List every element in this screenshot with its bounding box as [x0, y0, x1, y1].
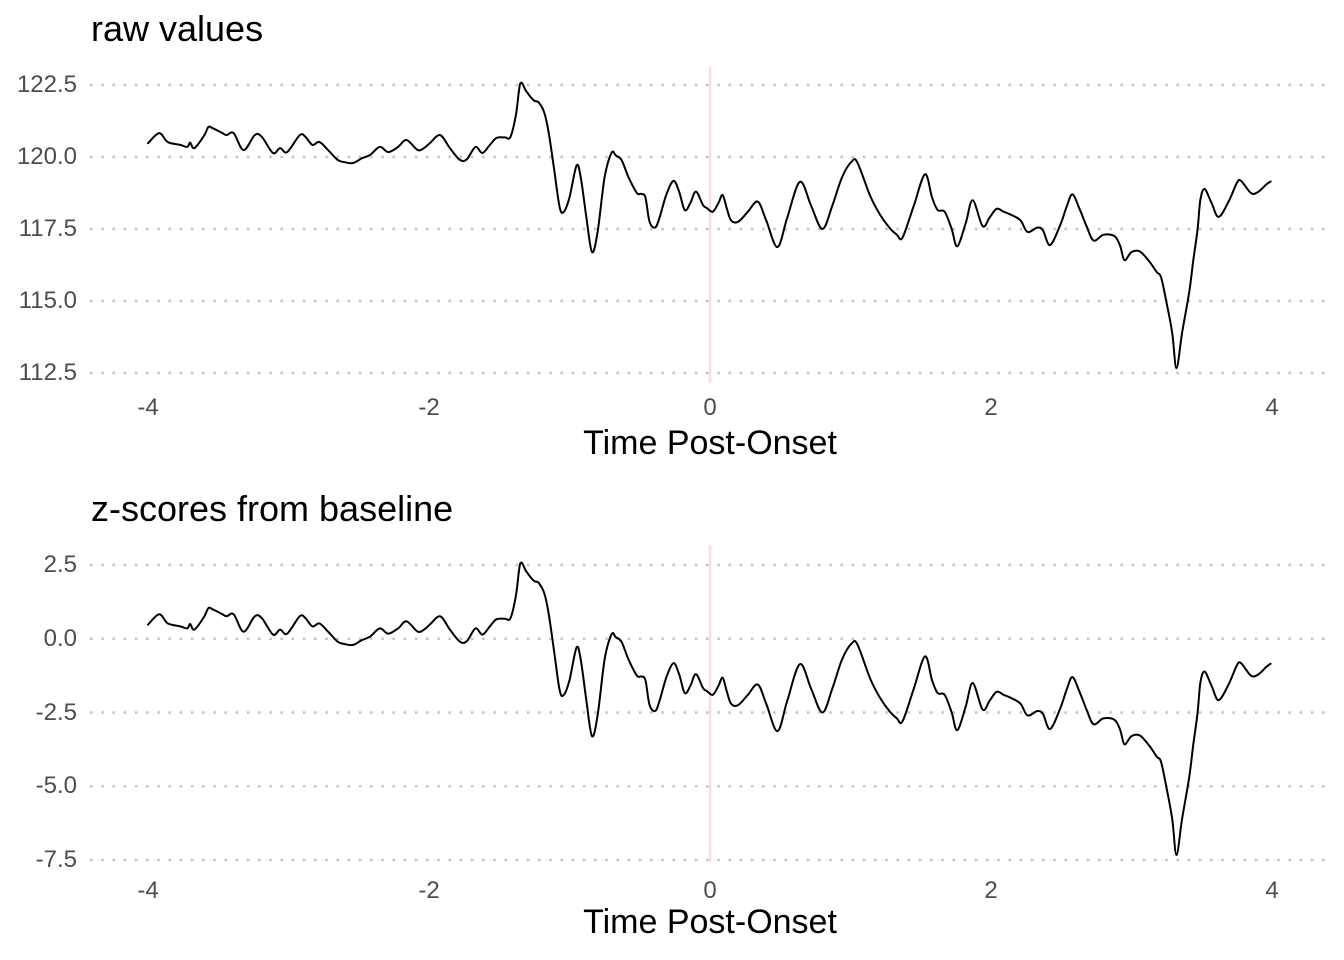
x-tick-label: -4 — [137, 877, 159, 904]
raw-values-plot-canvas — [90, 67, 1332, 383]
series-line — [147, 81, 1272, 370]
y-tick-label: 117.5 — [18, 215, 77, 242]
chart-z-scores: z-scores from baseline 2.5 0.0 -2.5 -5.0 -7.… — [0, 480, 1344, 960]
y-tick-label: 2.5 — [43, 551, 77, 578]
chart-title-z-scores: z-scores from baseline — [91, 488, 454, 529]
y-tick-label: 112.5 — [18, 359, 77, 386]
x-tick-label: -2 — [418, 877, 440, 904]
x-tick-label: 2 — [984, 877, 998, 904]
x-tick-label: 0 — [703, 877, 717, 904]
x-tick-label: 4 — [1265, 394, 1279, 421]
z-scores-x-axis-title: Time Post-Onset — [583, 903, 837, 941]
chart-raw-values: raw values 122.5 120.0 117.5 115.0 112.5 -4 -… — [16, 8, 1332, 462]
chart-title-raw-values: raw values — [91, 8, 264, 49]
z-scores-plot-canvas — [90, 545, 1332, 862]
y-tick-label: -2.5 — [35, 698, 77, 726]
y-tick-label: -5.0 — [35, 772, 77, 800]
y-tick-label: 0.0 — [43, 624, 77, 652]
series-line — [147, 561, 1272, 856]
x-tick-label: 4 — [1265, 877, 1279, 904]
x-tick-label: 0 — [703, 394, 717, 421]
x-tick-label: -2 — [418, 394, 440, 421]
raw-values-x-axis-title: Time Post-Onset — [583, 424, 837, 462]
y-tick-label: 122.5 — [16, 71, 77, 98]
x-tick-label: -4 — [137, 394, 159, 421]
x-tick-label: 2 — [984, 394, 998, 421]
y-tick-label: 115.0 — [18, 287, 77, 314]
y-tick-label: 120.0 — [16, 143, 77, 170]
y-tick-label: -7.5 — [35, 846, 77, 873]
